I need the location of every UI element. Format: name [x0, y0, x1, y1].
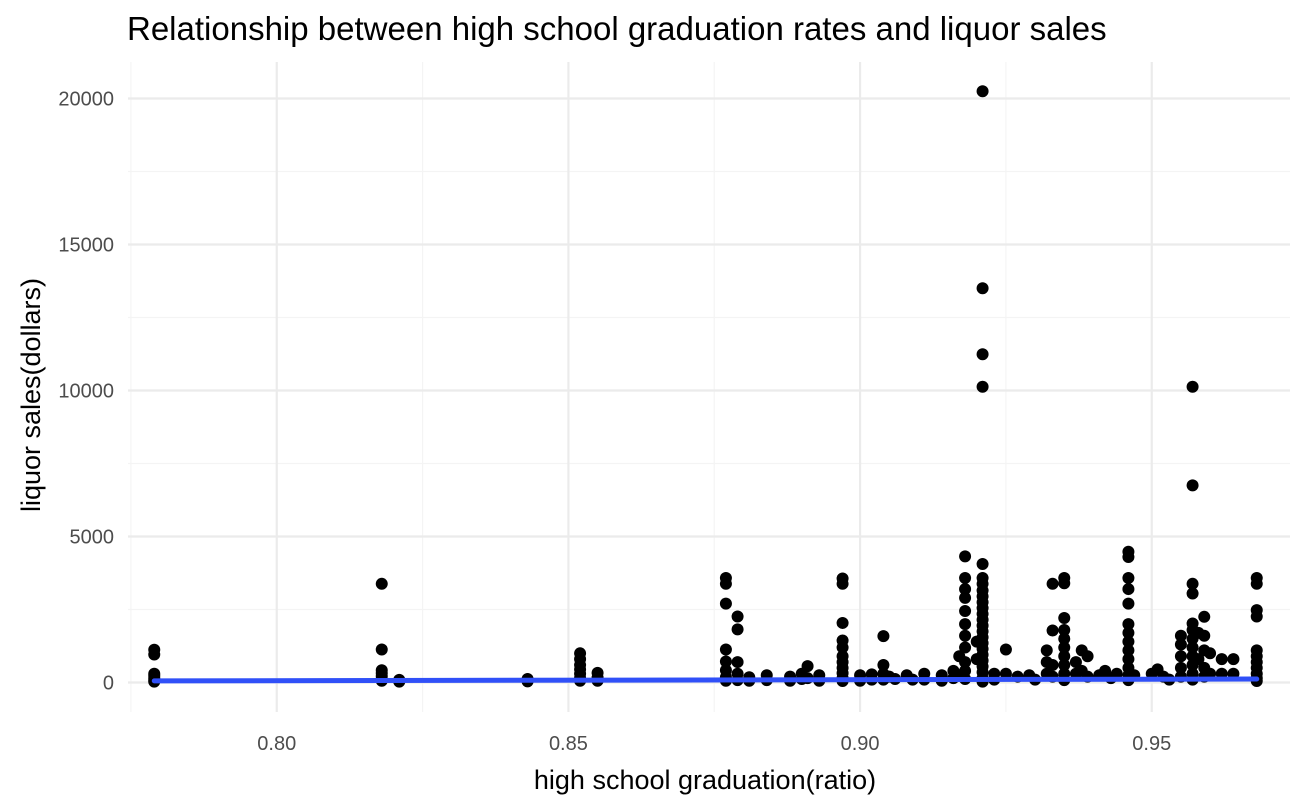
data-point: [1058, 658, 1071, 671]
data-point: [1198, 610, 1211, 623]
data-point: [836, 577, 849, 590]
data-point: [959, 583, 972, 596]
data-point: [1250, 577, 1263, 590]
x-axis-ticks: 0.80 0.85 0.90 0.95: [257, 733, 1171, 755]
data-point: [375, 577, 388, 590]
data-point: [1058, 632, 1071, 645]
data-point: [1215, 653, 1228, 666]
x-tick-label: 0.85: [549, 733, 588, 755]
data-point: [1192, 653, 1205, 666]
data-point: [1122, 597, 1135, 610]
data-point: [976, 380, 989, 393]
data-point: [999, 667, 1012, 680]
data-point: [976, 557, 989, 570]
data-points: [148, 85, 1263, 688]
data-point: [719, 577, 732, 590]
data-point: [148, 648, 161, 661]
grid: [128, 62, 1290, 712]
data-point: [375, 643, 388, 656]
chart-title: Relationship between high school graduat…: [127, 10, 1107, 47]
x-tick-label: 0.80: [257, 733, 296, 755]
data-point: [836, 641, 849, 654]
data-point: [1122, 635, 1135, 648]
data-point: [1058, 623, 1071, 636]
data-point: [1174, 661, 1187, 674]
data-point: [731, 656, 744, 669]
y-tick-label: 10000: [58, 381, 114, 403]
data-point: [1204, 647, 1217, 660]
data-point: [959, 550, 972, 563]
data-point: [1046, 624, 1059, 637]
data-point: [1058, 577, 1071, 590]
data-point: [959, 618, 972, 631]
y-tick-label: 15000: [58, 235, 114, 257]
data-point: [1186, 479, 1199, 492]
data-point: [1046, 577, 1059, 590]
data-point: [1122, 550, 1135, 563]
data-point: [731, 623, 744, 636]
data-point: [1058, 641, 1071, 654]
x-axis-title: high school graduation(ratio): [534, 765, 876, 795]
data-point: [1186, 641, 1199, 654]
data-point: [1186, 587, 1199, 600]
y-tick-label: 5000: [70, 527, 115, 549]
data-point: [959, 591, 972, 604]
data-point: [1081, 650, 1094, 663]
trend-line: [151, 676, 1260, 684]
data-point: [836, 616, 849, 629]
data-point: [1250, 610, 1263, 623]
data-point: [731, 610, 744, 623]
data-point: [959, 641, 972, 654]
data-point: [976, 85, 989, 98]
x-tick-label: 0.90: [841, 733, 880, 755]
data-point: [1058, 611, 1071, 624]
data-point: [719, 597, 732, 610]
data-point: [1040, 644, 1053, 657]
y-tick-label: 0: [103, 673, 114, 695]
data-point: [1122, 571, 1135, 584]
data-point: [1174, 638, 1187, 651]
data-point: [1122, 626, 1135, 639]
data-point: [976, 348, 989, 361]
data-point: [719, 643, 732, 656]
y-tick-label: 20000: [58, 89, 114, 111]
data-point: [1122, 618, 1135, 631]
data-point: [1186, 380, 1199, 393]
data-point: [1058, 650, 1071, 663]
data-point: [959, 656, 972, 669]
data-point: [959, 629, 972, 642]
trend-line-group: [151, 676, 1260, 684]
data-point: [1198, 629, 1211, 642]
data-point: [999, 643, 1012, 656]
data-point: [1122, 653, 1135, 666]
data-point: [1174, 629, 1187, 642]
data-point: [1174, 650, 1187, 663]
y-axis-title: liquor sales(dollars): [16, 278, 46, 512]
data-point: [1227, 653, 1240, 666]
data-point: [976, 282, 989, 295]
x-tick-label: 0.95: [1132, 733, 1171, 755]
data-point: [877, 630, 890, 643]
data-point: [719, 655, 732, 668]
data-point: [1122, 644, 1135, 657]
data-point: [959, 571, 972, 584]
data-point: [1186, 577, 1199, 590]
data-point: [801, 660, 814, 673]
data-point: [1069, 656, 1082, 669]
data-point: [1046, 658, 1059, 671]
data-point: [959, 604, 972, 617]
data-point: [1122, 583, 1135, 596]
y-axis-ticks: 0 5000 10000 15000 20000: [58, 89, 114, 695]
data-point: [877, 658, 890, 671]
